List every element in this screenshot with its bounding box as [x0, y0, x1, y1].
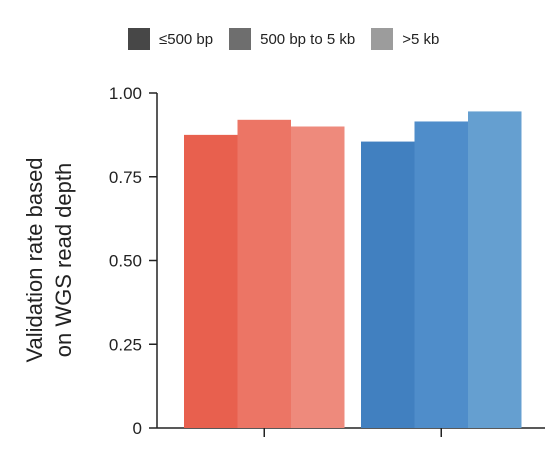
legend-item-large: >5 kb: [371, 28, 439, 50]
bar: [184, 134, 238, 428]
legend-swatch-large: [371, 28, 394, 50]
y-tick-label: 1.00: [109, 84, 142, 103]
y-tick-label: 0: [133, 419, 142, 438]
y-axis-label-line: Validation rate based: [22, 157, 47, 362]
legend-item-small: ≤500 bp: [128, 28, 213, 50]
y-tick-label: 0.75: [109, 168, 142, 187]
bar: [237, 119, 291, 429]
legend-swatch-small: [128, 28, 150, 50]
y-axis-label: Validation rate based on WGS read depth: [22, 157, 76, 362]
legend: ≤500 bp 500 bp to 5 kb >5 kb: [128, 28, 455, 50]
bar: [468, 111, 522, 429]
bar: [414, 121, 468, 428]
y-tick-label: 0.50: [109, 252, 142, 271]
legend-swatch-medium: [229, 28, 252, 50]
bar: [361, 141, 415, 428]
legend-label-medium: 500 bp to 5 kb: [260, 30, 356, 48]
legend-item-medium: 500 bp to 5 kb: [229, 28, 355, 50]
legend-label-large: >5 kb: [402, 30, 440, 48]
legend-label-small: ≤500 bp: [159, 30, 214, 48]
bar: [291, 126, 345, 428]
y-tick-label: 0.25: [109, 335, 142, 354]
y-axis-label-line: on WGS read depth: [51, 163, 76, 357]
